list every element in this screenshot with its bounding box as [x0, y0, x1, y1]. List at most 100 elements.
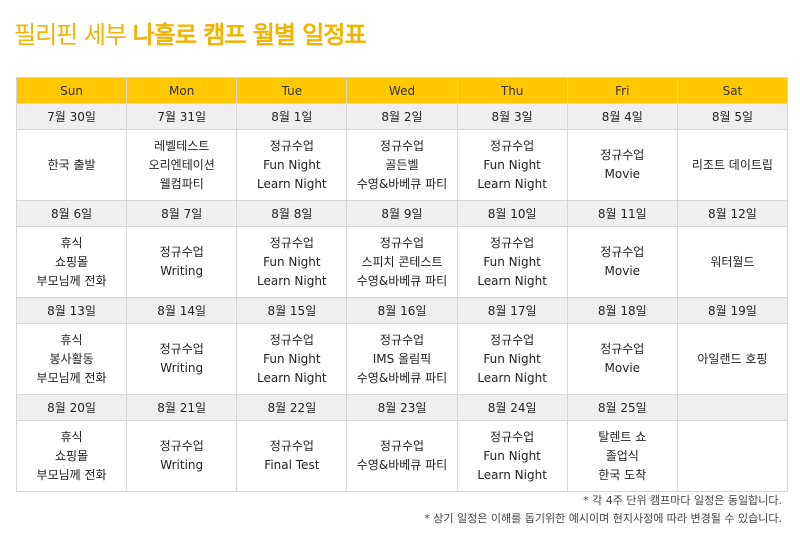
activity-item: 수영&바베큐 파티: [356, 458, 448, 472]
activity-cell: 정규수업 골든벨 수영&바베큐 파티: [346, 129, 458, 201]
activity-item: 정규수업: [269, 439, 314, 453]
activity-row: 휴식 쇼핑몰 부모님께 전화 정규수업 Writing 정규수업 Fun Night Lear…: [15, 226, 789, 298]
activity-item: 수영&바베큐 파티: [356, 273, 448, 288]
activity-item: 한국 도착: [598, 467, 647, 482]
activity-item: Fun Night: [483, 254, 541, 269]
date-row: 8월 6일 8월 7일 8월 8일 8월 9일 8월 10일 8월 11일 8월 12일: [15, 200, 789, 227]
footnote: * 각 4주 단위 캠프마다 일정은 동일합니다.: [583, 494, 782, 507]
activity-item: Fun Night: [483, 448, 541, 463]
date-cell: 8월 24일: [456, 394, 568, 421]
date-cell: 8월 5일: [676, 103, 789, 130]
activity-cell: 정규수업 Writing: [126, 420, 238, 492]
date-cell: 8월 3일: [456, 103, 568, 130]
page-title-prefix: 필리핀 세부: [14, 21, 133, 49]
activity-item: 탈렌트 쇼: [598, 429, 647, 444]
activity-item: 정규수업: [269, 235, 314, 250]
activity-item: 쇼핑몰: [55, 254, 89, 269]
date-cell: 8월 6일: [15, 200, 128, 227]
activity-item: 정규수업: [490, 138, 535, 153]
schedule-table: Sun Mon Tue Wed Thu Fri Sat 7월 30일 7월 31일…: [15, 77, 789, 492]
activity-cell: 정규수업 Fun Night Learn Night: [456, 129, 568, 201]
footnote: * 상기 일정은 이해를 돕기위한 예시이며 현지사정에 따라 변경될 수 있습…: [424, 512, 782, 525]
activity-item: 정규수업: [490, 235, 535, 250]
activity-item: 스피치 콘테스트: [361, 254, 443, 269]
activity-cell: 정규수업 Fun Night Learn Night: [236, 129, 348, 201]
date-cell: 8월 22일: [236, 394, 348, 421]
date-cell: [676, 394, 789, 421]
activity-row: 휴식 쇼핑몰 부모님께 전화 정규수업 Writing 정규수업 Final Test 정규수…: [15, 420, 789, 492]
activity-cell: 한국 출발: [15, 129, 128, 201]
date-row: 7월 30일 7월 31일 8월 1일 8월 2일 8월 3일 8월 4일 8월 5일: [15, 103, 789, 130]
date-row: 8월 20일 8월 21일 8월 22일 8월 23일 8월 24일 8월 25일: [15, 394, 789, 421]
weekday-header: Thu: [456, 77, 568, 104]
activity-item: Fun Night: [483, 351, 541, 366]
activity-item: Fun Night: [263, 157, 321, 172]
date-cell: 8월 4일: [566, 103, 678, 130]
activity-cell: 리조트 데이트립: [676, 129, 789, 201]
activity-item: 정규수업: [379, 138, 425, 153]
date-cell: 8월 12일: [676, 200, 789, 227]
activity-item: 휴식: [60, 235, 83, 250]
weekday-header: Sat: [676, 77, 789, 104]
date-cell: 8월 14일: [126, 297, 238, 324]
date-cell: 8월 13일: [15, 297, 128, 324]
date-cell: 8월 1일: [236, 103, 348, 130]
activity-item: 정규수업: [600, 342, 645, 356]
date-cell: 8월 16일: [346, 297, 458, 324]
activity-cell: 정규수업 Fun Night Learn Night: [456, 323, 568, 395]
activity-item: Learn Night: [257, 273, 327, 288]
activity-item: Learn Night: [257, 370, 327, 385]
activity-item: 한국 출발: [47, 157, 96, 172]
activity-item: Fun Night: [263, 351, 321, 366]
activity-item: 리조트 데이트립: [691, 157, 773, 172]
activity-item: Learn Night: [477, 370, 547, 385]
activity-item: Final Test: [264, 458, 320, 472]
activity-item: 정규수업: [269, 332, 314, 347]
activity-item: Movie: [604, 361, 641, 375]
activity-cell: 정규수업 Movie: [566, 226, 678, 298]
date-cell: 8월 20일: [15, 394, 128, 421]
activity-item: Fun Night: [483, 157, 541, 172]
activity-cell: 정규수업 IMS 올림픽 수영&바베큐 파티: [346, 323, 458, 395]
activity-cell: 정규수업 Writing: [126, 323, 238, 395]
activity-item: 부모님께 전화: [36, 370, 107, 385]
activity-row: 한국 출발 레벨테스트 오리엔테이션 웰컴파티 정규수업 Fun Night Learn N…: [15, 129, 789, 201]
activity-cell: 아일랜드 호핑: [676, 323, 789, 395]
date-cell: 8월 11일: [566, 200, 678, 227]
activity-item: 워터월드: [710, 254, 755, 269]
date-cell: 8월 23일: [346, 394, 458, 421]
activity-cell: 레벨테스트 오리엔테이션 웰컴파티: [126, 129, 238, 201]
weekday-header: Wed: [346, 77, 458, 104]
activity-cell: 정규수업 Fun Night Learn Night: [456, 226, 568, 298]
activity-item: 쇼핑몰: [55, 448, 89, 463]
activity-item: Learn Night: [477, 176, 547, 191]
activity-item: 부모님께 전화: [36, 467, 107, 482]
activity-item: 수영&바베큐 파티: [356, 176, 448, 191]
activity-cell: 정규수업 Fun Night Learn Night: [236, 323, 348, 395]
schedule-body: 7월 30일 7월 31일 8월 1일 8월 2일 8월 3일 8월 4일 8월 5일 한국 …: [15, 103, 789, 492]
activity-cell: 휴식 쇼핑몰 부모님께 전화: [15, 226, 128, 298]
activity-item: Learn Night: [477, 467, 547, 482]
activity-item: 아일랜드 호핑: [697, 351, 768, 366]
activity-item: 오리엔테이션: [148, 157, 215, 172]
activity-cell: 탈렌트 쇼 졸업식 한국 도착: [566, 420, 678, 492]
activity-item: 봉사활동: [49, 351, 94, 366]
activity-item: 정규수업: [159, 342, 204, 356]
activity-item: 정규수업: [159, 439, 204, 453]
activity-item: 정규수업: [490, 429, 535, 444]
activity-cell: 정규수업 Fun Night Learn Night: [456, 420, 568, 492]
date-cell: 8월 19일: [676, 297, 789, 324]
activity-item: 정규수업: [379, 439, 425, 453]
activity-item: 정규수업: [379, 235, 425, 250]
page-title-main: 나홀로 캠프 월별 일정표: [132, 21, 367, 49]
date-row: 8월 13일 8월 14일 8월 15일 8월 16일 8월 17일 8월 18일 8월 1…: [15, 297, 789, 324]
date-cell: 8월 10일: [456, 200, 568, 227]
date-cell: 8월 15일: [236, 297, 348, 324]
activity-item: 수영&바베큐 파티: [356, 370, 448, 385]
date-cell: 8월 21일: [126, 394, 238, 421]
activity-item: Writing: [160, 264, 204, 278]
activity-item: 정규수업: [269, 138, 314, 153]
weekday-header-row: Sun Mon Tue Wed Thu Fri Sat: [15, 77, 789, 104]
activity-item: Learn Night: [477, 273, 547, 288]
